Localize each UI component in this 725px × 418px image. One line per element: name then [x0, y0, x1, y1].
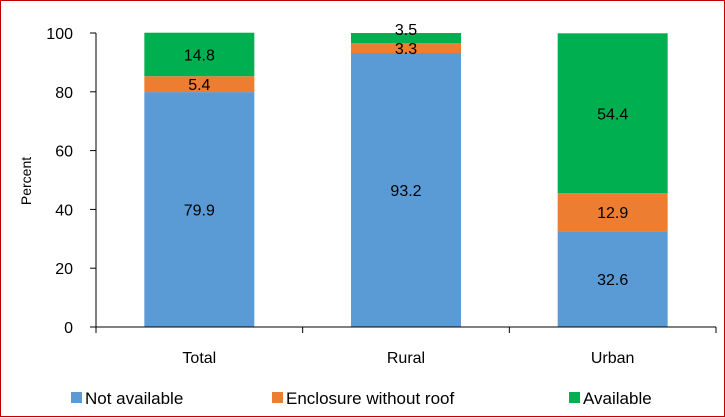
legend-label: Available: [583, 389, 652, 408]
x-tick-label-total: Total: [182, 350, 216, 367]
x-tick-label-rural: Rural: [387, 350, 425, 367]
bar-segment-urban-0: [557, 231, 668, 327]
bar-segment-rural-1: [351, 43, 461, 53]
legend-item-0: Not available: [71, 389, 183, 408]
legend-label: Enclosure without roof: [286, 389, 454, 408]
y-tick-label: 20: [55, 261, 73, 278]
legend-item-1: Enclosure without roof: [272, 389, 454, 408]
bar-segment-rural-0: [351, 52, 461, 327]
data-label-rural-2: 3.5: [395, 22, 417, 39]
bars-layer: [144, 32, 668, 328]
legend-swatch: [71, 392, 82, 403]
bar-segment-urban-1: [557, 193, 668, 232]
y-tick-label: 60: [55, 144, 73, 161]
y-axis: 0 20 40 60 80 100: [46, 26, 97, 337]
legend-swatch: [569, 392, 580, 403]
x-tick-label-urban: Urban: [591, 350, 635, 367]
legend: Not available Enclosure without roof Avail…: [71, 389, 652, 408]
bar-segment-urban-2: [557, 33, 668, 194]
data-label-urban-0: 32.6: [597, 272, 628, 289]
y-tick-label: 80: [55, 85, 73, 102]
data-label-total-1: 5.4: [188, 77, 210, 94]
bar-segment-total-2: [144, 32, 255, 77]
data-label-rural-1: 3.3: [395, 41, 417, 58]
bar-segment-total-1: [144, 76, 255, 93]
data-label-urban-1: 12.9: [597, 205, 628, 222]
y-tick-label: 100: [46, 26, 73, 43]
y-axis-title: Percent: [18, 157, 34, 205]
y-tick-label: 0: [64, 320, 73, 337]
bar-segment-total-0: [144, 92, 255, 328]
data-label-rural-0: 93.2: [390, 183, 421, 200]
legend-swatch: [272, 392, 283, 403]
data-label-urban-2: 54.4: [597, 106, 628, 123]
data-label-total-2: 14.8: [184, 47, 215, 64]
bar-segment-rural-2: [351, 33, 461, 44]
data-labels-layer: 79.9 5.4 14.8 93.2 3.3 3.5 32.6 12.9 54.4: [184, 22, 629, 289]
legend-item-2: Available: [569, 389, 652, 408]
x-axis: Total Rural Urban: [95, 326, 717, 367]
legend-label: Not available: [85, 389, 183, 408]
data-label-total-0: 79.9: [184, 203, 215, 220]
y-tick-label: 40: [55, 202, 73, 219]
